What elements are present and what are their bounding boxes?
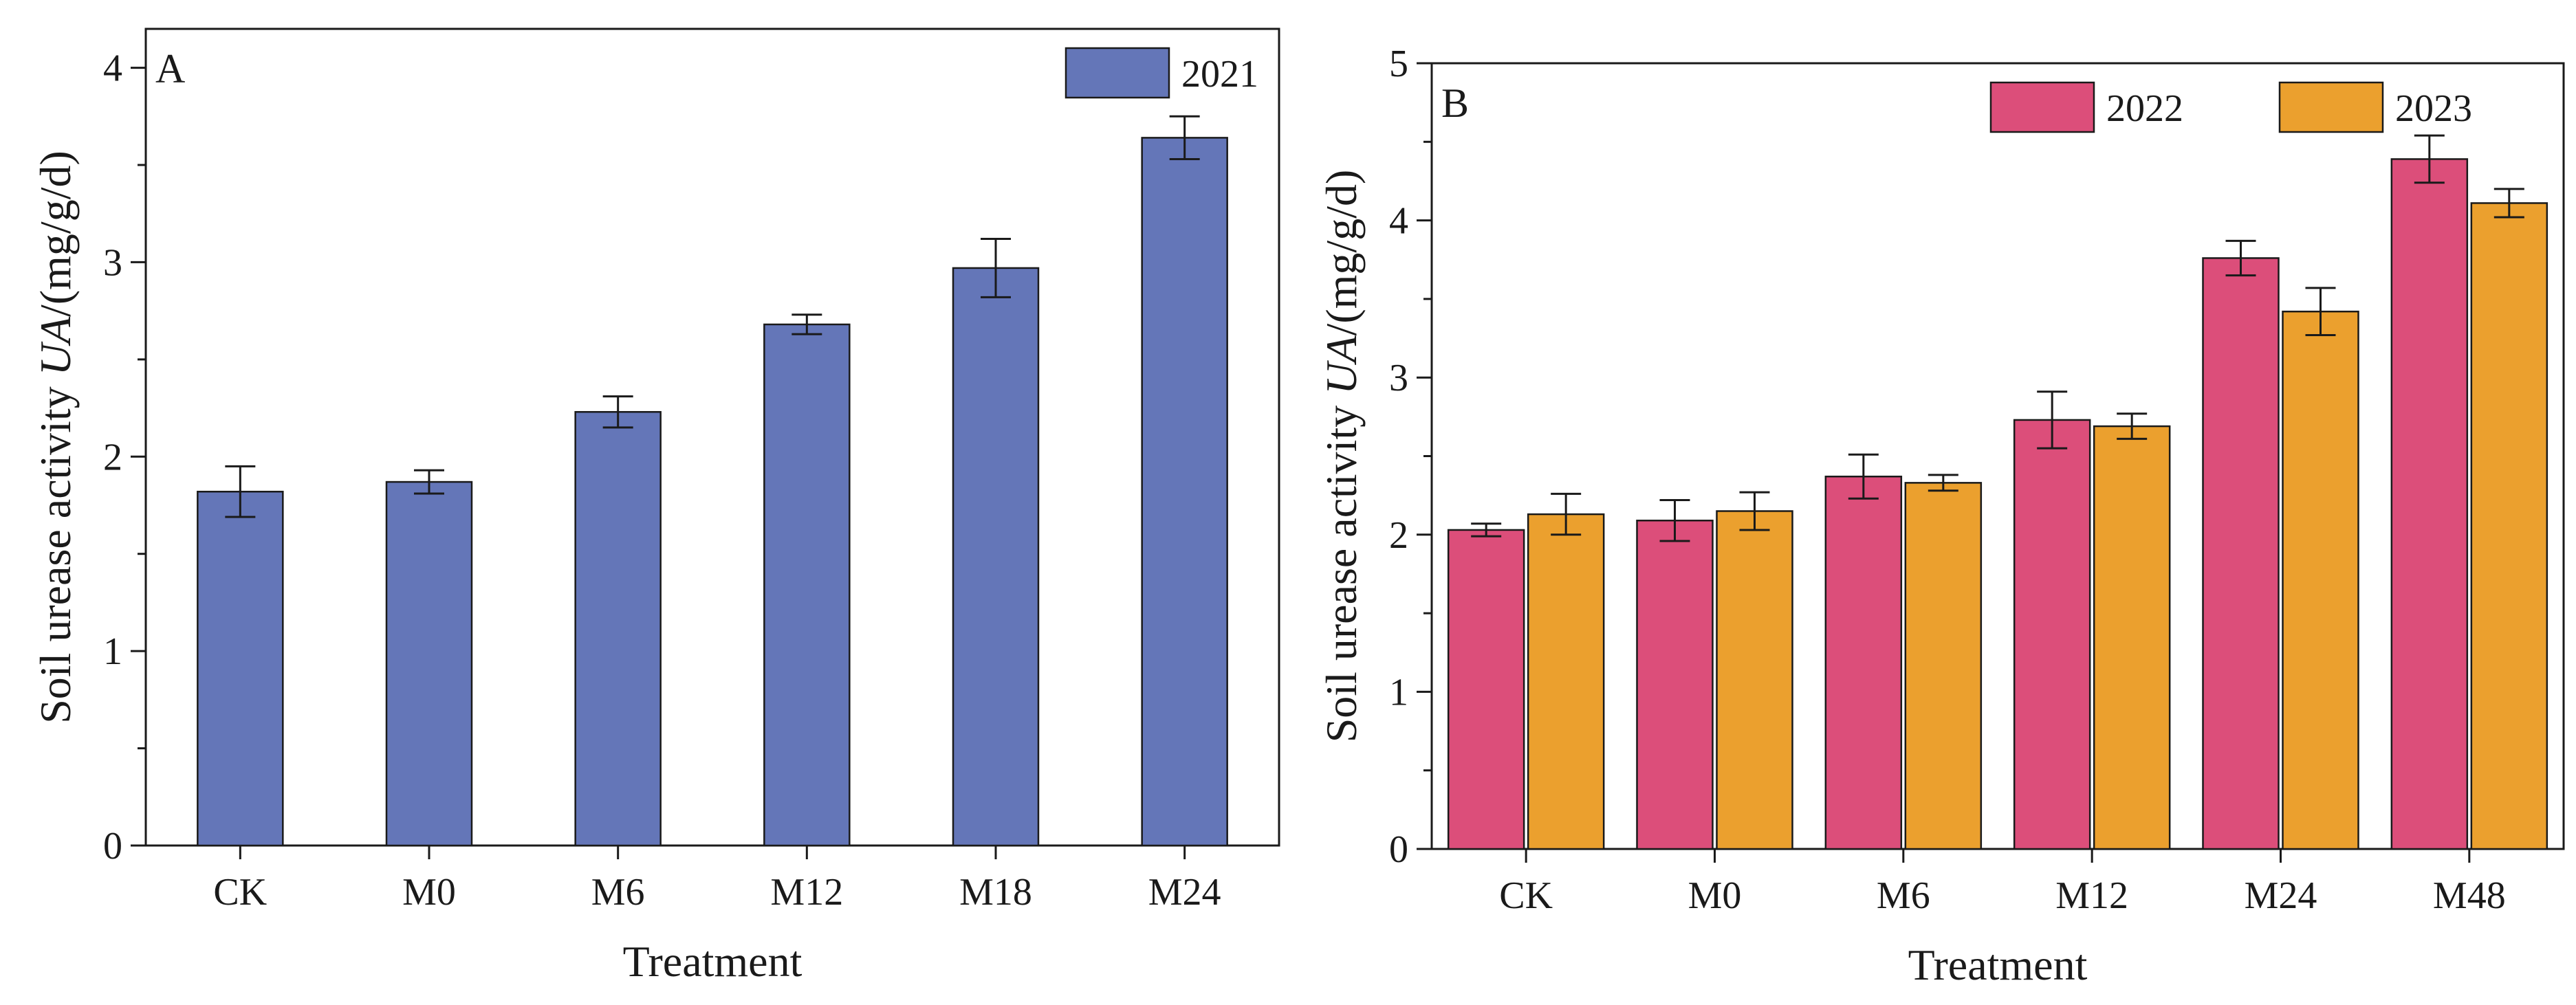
x-tick-label: CK: [213, 871, 267, 914]
x-tick-label: M12: [2055, 874, 2128, 917]
x-tick-label: M6: [591, 871, 645, 914]
x-tick-label: M48: [2433, 874, 2506, 917]
x-axis-title: Treatment: [1908, 940, 2088, 989]
y-tick-label: 0: [1389, 828, 1408, 871]
y-tick-label: 0: [103, 825, 122, 868]
bar-2023-M12: [2093, 425, 2171, 850]
x-tick-label: M12: [770, 871, 843, 914]
y-tick-label: 2: [1389, 514, 1408, 557]
panel-b: 0 1 2 3 4 5 CK M0 M6 M12 M24 M48 Treatment Soil ureas…: [1317, 43, 2565, 989]
y-axis-title-prefix: Soil urease activity: [1317, 395, 1366, 743]
y-tick-label: 2: [103, 436, 122, 478]
x-tick-label: M0: [402, 871, 456, 914]
x-tick-label: M24: [1148, 871, 1221, 914]
x-tick-label: CK: [1499, 874, 1553, 917]
legend-swatch-2022: [1989, 81, 2095, 133]
bar-2023-M0: [1716, 510, 1793, 850]
y-tick-label: 5: [1389, 43, 1408, 85]
bar-2021-M12: [763, 323, 851, 847]
bar-2022-M24: [2202, 257, 2280, 850]
bar-2021-M6: [574, 410, 662, 847]
x-tick-label: M0: [1688, 874, 1742, 917]
bar-2021-M0: [385, 481, 473, 847]
bar-2023-CK: [1527, 513, 1605, 850]
plot-frame: [144, 27, 1280, 847]
panel-letter: A: [155, 46, 185, 91]
bar-2021-CK: [197, 490, 284, 847]
y-axis-title: Soil urease activity UA/(mg/g/d): [31, 151, 80, 724]
y-tick-label: 1: [1389, 671, 1408, 714]
legend-label-2023: 2023: [2395, 87, 2472, 130]
legend-swatch-2023: [2278, 81, 2384, 133]
y-axis-title-symbol: UA: [31, 316, 80, 375]
bar-2022-CK: [1447, 529, 1525, 850]
bar-2021-M24: [1141, 137, 1228, 847]
legend-swatch-2021: [1065, 47, 1170, 99]
bar-2022-M48: [2390, 158, 2469, 850]
y-tick-label: 1: [103, 630, 122, 673]
x-tick-label: M18: [959, 871, 1032, 914]
y-axis-title-unit: /(mg/g/d): [31, 151, 80, 317]
x-tick-label: M6: [1877, 874, 1930, 917]
bar-2023-M48: [2470, 202, 2548, 850]
bar-2022-M0: [1636, 519, 1714, 850]
y-tick-label: 4: [1389, 200, 1408, 243]
bar-2022-M12: [2013, 419, 2091, 850]
y-tick-label: 4: [103, 47, 122, 90]
legend-label-2022: 2022: [2106, 87, 2183, 130]
x-tick-label: M24: [2245, 874, 2317, 917]
y-tick-label: 3: [103, 241, 122, 284]
bar-2022-M6: [1824, 475, 1903, 850]
y-axis-title: Soil urease activity UA/(mg/g/d): [1317, 170, 1366, 743]
bar-2021-M18: [952, 267, 1040, 847]
y-axis-title-prefix: Soil urease activity: [31, 375, 80, 724]
panel-a: 0 1 2 3 4 CK M0 M6 M12 M18 M24 Treatment Soil urease…: [31, 27, 1280, 986]
bar-2023-M6: [1904, 482, 1983, 850]
y-axis-title-symbol: UA: [1317, 335, 1366, 395]
legend-label-2021: 2021: [1181, 53, 1258, 96]
panel-letter: B: [1441, 80, 1469, 126]
x-axis-title: Treatment: [623, 937, 803, 986]
bar-2023-M24: [2282, 310, 2359, 850]
y-tick-label: 3: [1389, 357, 1408, 399]
y-axis-title-unit: /(mg/g/d): [1317, 170, 1366, 336]
